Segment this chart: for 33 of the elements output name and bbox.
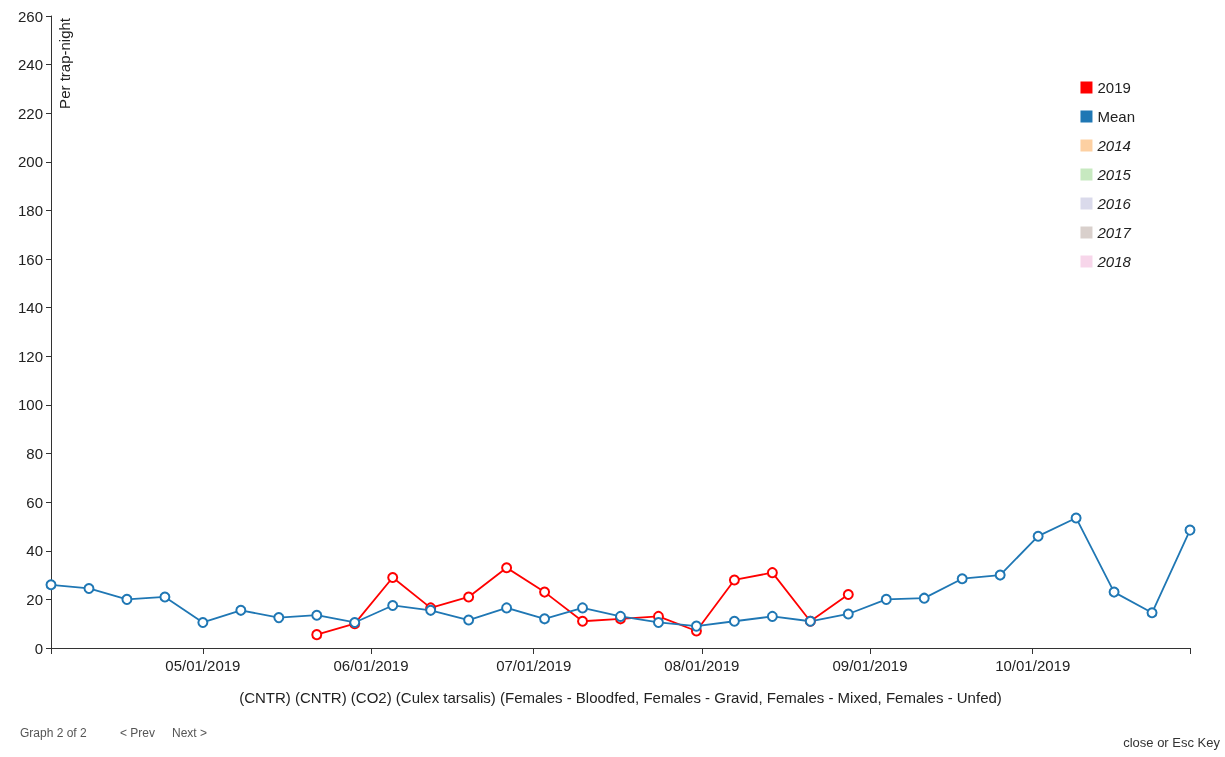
x-tick-label: 10/01/2019 (995, 657, 1071, 674)
x-tick-label: 05/01/2019 (165, 657, 241, 674)
y-tick-label: 240 (17, 56, 43, 74)
legend-label: 2015 (1096, 166, 1132, 183)
y-axis-title: Per trap-night (56, 17, 73, 109)
x-axis-title: (CNTR) (CNTR) (CO2) (Culex tarsalis) (Females - Bloodfed, Females - Gravid, Females - Mixed, Females - Unfed) (239, 689, 1002, 706)
x-tick-label: 08/01/2019 (664, 657, 740, 674)
legend-label: 2014 (1096, 137, 1131, 154)
caption: Graph 2 of 2 (20, 726, 87, 740)
legend-label: 2017 (1096, 224, 1132, 241)
text: close or Esc Key (1123, 735, 1220, 750)
y-tick-label: 180 (17, 201, 43, 219)
y-tick-label: 100 (17, 396, 43, 414)
legend-label: 2018 (1096, 253, 1132, 270)
y-tick-label: 260 (17, 7, 43, 25)
x-tick-label: 07/01/2019 (496, 657, 572, 674)
legend-label: Mean (1097, 108, 1136, 125)
y-tick-label: 200 (17, 153, 43, 171)
x-tick-label: 09/01/2019 (832, 657, 908, 674)
y-tick-label: 20 (26, 590, 43, 608)
text: < Prev (120, 726, 156, 740)
y-tick-label: 60 (26, 493, 43, 511)
y-tick-label: 0 (34, 639, 43, 657)
legend-label: 2016 (1096, 195, 1132, 212)
x-tick-label: 06/01/2019 (333, 657, 409, 674)
legend-label: 2019 (1097, 79, 1131, 96)
y-tick-label: 120 (17, 347, 43, 365)
text: Next > (172, 726, 208, 740)
y-tick-label: 140 (17, 299, 43, 317)
y-tick-label: 80 (26, 445, 43, 463)
y-tick-label: 40 (26, 542, 43, 560)
y-tick-label: 160 (17, 250, 43, 268)
y-tick-label: 220 (17, 104, 43, 122)
